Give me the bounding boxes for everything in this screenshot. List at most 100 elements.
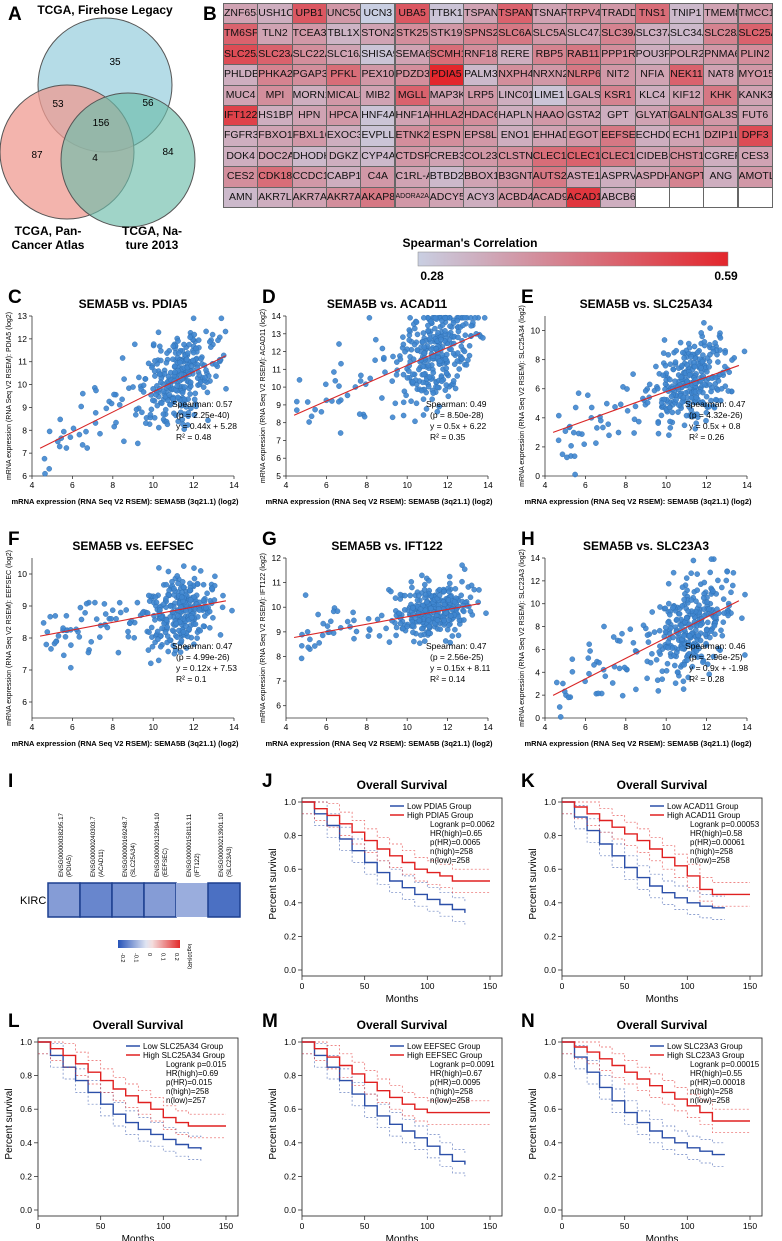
scatter-point [308,413,315,420]
scatter-point [161,370,168,377]
scatter-point [725,388,732,394]
scatter-point [200,597,207,604]
scatter-point [609,680,616,686]
panel-i-gene-symbol: (SLC25A34) [130,843,137,877]
scatter-point [689,663,696,670]
scatter-point [462,314,468,321]
x-tick-label: 8 [110,480,115,490]
scatter-point [698,653,705,660]
confidence-band-lower [302,813,490,894]
venn-label-nature-2: ture 2013 [126,238,179,252]
heatmap-cell: MYO15B [737,64,773,86]
legend-entry: High ACAD11 Group [667,811,741,820]
scatter-point [365,616,372,622]
scatter-point [195,337,202,343]
y-tick-label: 8 [22,425,27,435]
scatter-point [389,414,396,421]
scatter-point [407,314,413,321]
y-tick-label: 0.6 [284,864,296,874]
scatter-point [145,592,152,599]
legend-entry: Low ACAD11 Group [667,802,739,811]
heatmap-cell: RAB11FIP3 [566,43,602,66]
scatter-point [358,372,364,379]
heatmap-cell: ACBD4 [497,186,533,208]
heatmap-cell: HDAC6 [463,105,499,127]
scatter-point [397,620,404,627]
venn-count-nature-only: 84 [162,147,174,158]
heatmap-cell: AKR7A2 [325,186,362,208]
scatter-point [180,584,187,591]
scatter-point [663,668,670,674]
panel-i-gene-id: ENSG00000169248.7 [122,816,129,877]
scatter-point [675,409,681,415]
scatter-point [591,662,597,668]
scatter-point [706,671,713,678]
scatter-point [183,645,190,651]
scatter-point [704,599,711,606]
heatmap-legend-max: 0.59 [714,269,738,283]
scatter-point [116,599,123,606]
y-tick-label: 1.0 [284,1037,296,1047]
scatter-point [420,314,427,321]
panel-i-cell [143,882,177,918]
x-tick-label: 4 [543,722,548,732]
y-tick-label: 0.0 [544,965,556,975]
scatter-point [410,356,417,363]
regression-line [39,355,227,449]
x-tick-label: 8 [364,722,369,732]
scatter-point [53,638,59,645]
scatter-point [404,623,411,630]
scatter-point [296,377,303,383]
scatter-point [654,385,661,392]
heatmap-cell: ABCB6 [600,186,636,208]
y-tick-label: 9 [22,402,27,412]
scatter-point [404,375,411,381]
scatter-point [598,417,604,424]
scatter-point [324,623,331,629]
scatter-point [174,394,181,401]
scatter-point [187,580,193,587]
scatter-point [619,692,626,699]
scatter-point [456,366,463,372]
scatter-point [181,384,188,390]
confidence-band-upper [302,1041,490,1102]
scatter-point [180,629,187,635]
survival-chart: Overall Survival 0 50 100 150 0.0 0.2 0.4 0.6 0.8… [4,1018,239,1241]
panel-i-cell [207,882,241,918]
survival-title: Overall Survival [357,778,448,792]
heatmap-cell: UCN3 [360,3,396,25]
scatter-point [212,361,219,368]
scatter-point [218,315,225,322]
scatter-point [699,358,706,365]
heatmap-cell: ZNF653 [223,3,259,25]
scatter-point [393,371,400,378]
scatter-point [455,334,461,341]
scatter-point [428,605,434,612]
scatter-point [219,604,226,611]
scatter-point [670,366,677,373]
scatter-title: SEMA5B vs. PDIA5 [79,297,188,311]
heatmap-cell: HAAO [531,105,567,127]
scatter-point [669,409,676,416]
heatmap-cell: HPCA [325,105,362,127]
scatter-point [191,396,198,403]
legend-stat: n(low)=258 [430,856,470,865]
x-tick-label: 14 [742,722,752,732]
scatter-point [397,591,404,598]
scatter-point [83,600,90,607]
panel-i-gene-symbol: (ACAD11) [98,849,105,877]
regression-line [293,332,481,416]
panel-i-row-label: KIRC [20,895,46,907]
y-axis-label: Percent survival [528,1088,539,1159]
heatmap-cell: DPF3 [737,125,773,147]
scatter-point [383,625,389,632]
heatmap-cell: ASPRV1 [600,166,636,188]
scatter-point [177,649,184,655]
panel-i-legend-tick: -0.2 [119,953,125,962]
x-tick-label: 6 [583,480,588,490]
heatmap-cell: ACAD9 [531,186,567,208]
scatter-point [68,642,74,648]
x-tick-label: 0 [300,1221,305,1231]
scatter-point [656,649,663,655]
